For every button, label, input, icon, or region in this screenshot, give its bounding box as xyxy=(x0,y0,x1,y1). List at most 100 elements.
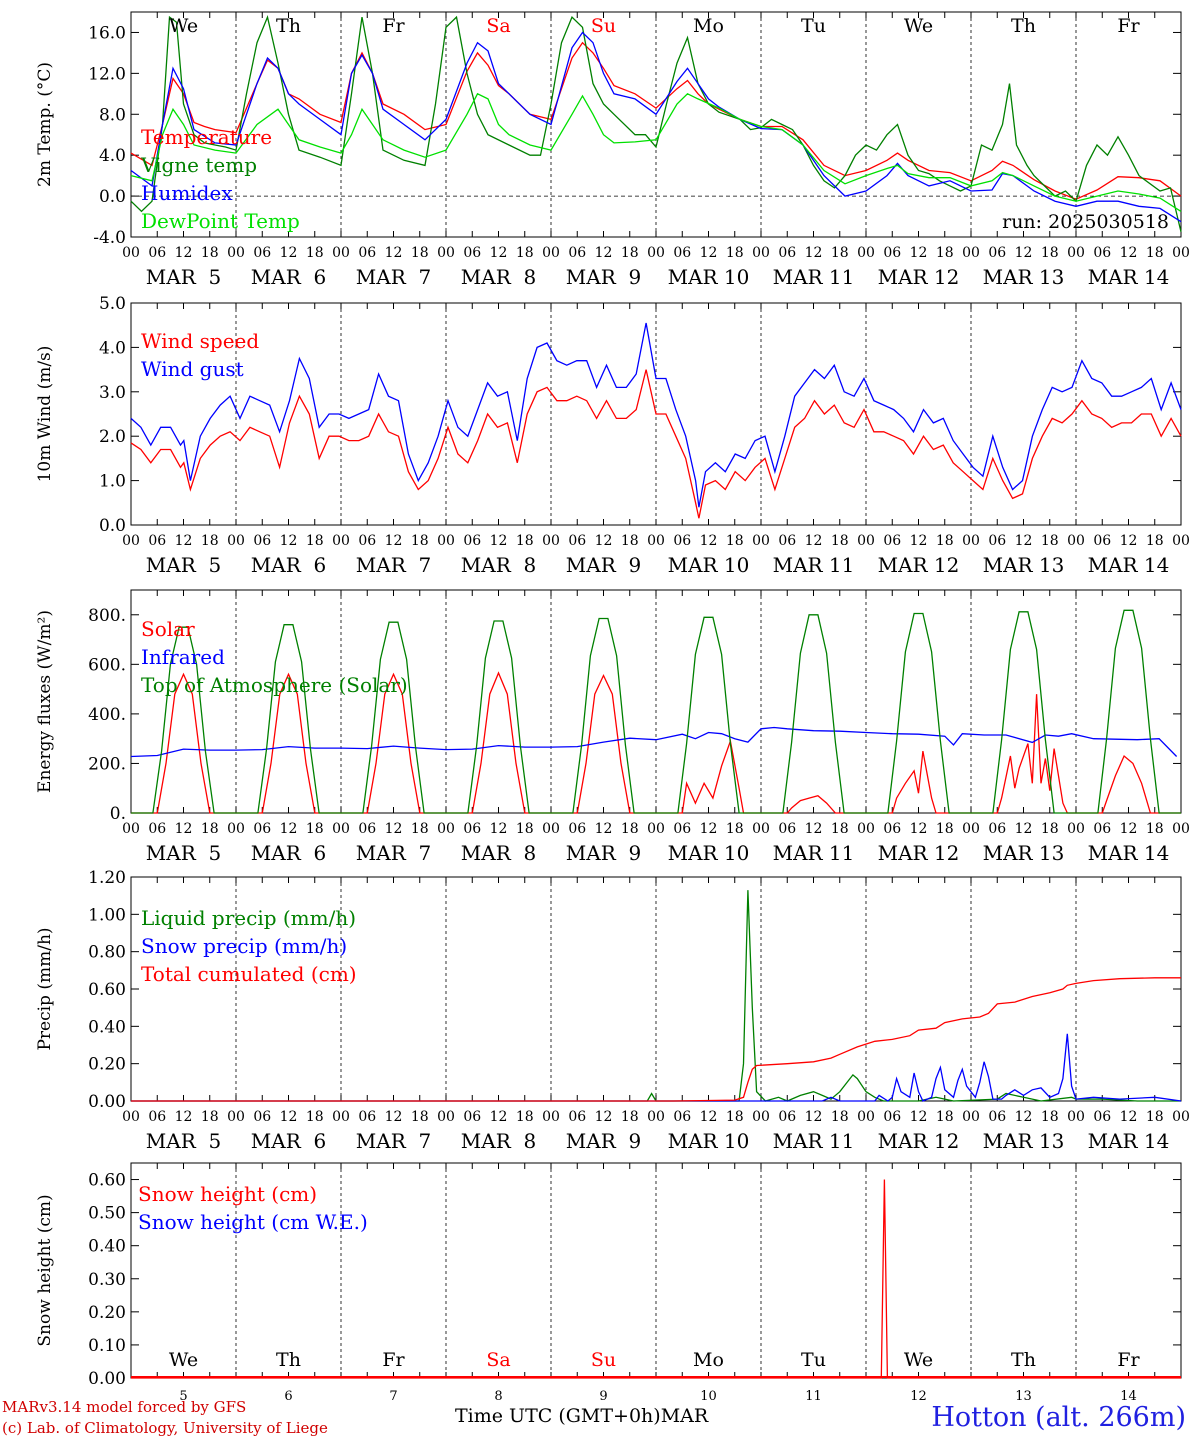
day-name: We xyxy=(904,15,933,37)
series-line-green xyxy=(131,890,1181,1102)
hour-tick-label: 00 xyxy=(1172,821,1190,837)
day-number: 14 xyxy=(1120,1389,1137,1404)
hour-tick-label: 12 xyxy=(805,821,823,837)
model-credit: MARv3.14 model forced by GFS xyxy=(2,1398,247,1416)
day-number: 5 xyxy=(179,1389,187,1404)
y-axis-label: Snow height (cm) xyxy=(35,1194,55,1346)
hour-tick-label: 18 xyxy=(411,533,429,549)
hour-tick-label: 06 xyxy=(253,1109,271,1125)
y-tick-label: 1.0 xyxy=(99,472,126,492)
hour-tick-label: 12 xyxy=(490,821,508,837)
panel-5: 0.00 0.10 0.20 0.30 0.40 0.50 0.60 Snow height … xyxy=(35,1162,1182,1404)
date-label: MAR 13 xyxy=(983,265,1065,289)
legend-blue: Wind gust xyxy=(141,357,244,381)
hour-tick-label: 06 xyxy=(148,533,166,549)
hour-tick-label: 06 xyxy=(253,533,271,549)
hour-tick-label: 18 xyxy=(201,821,219,837)
hour-tick-label: 12 xyxy=(175,245,193,261)
hour-tick-label: 00 xyxy=(332,821,350,837)
date-label: MAR 9 xyxy=(566,265,641,289)
hour-tick-label: 00 xyxy=(227,1109,245,1125)
hour-tick-label: 18 xyxy=(831,1109,849,1125)
y-tick-label: 800. xyxy=(88,606,126,626)
y-tick-label: -4.0 xyxy=(93,228,126,248)
hour-tick-label: 12 xyxy=(280,245,298,261)
date-label: MAR 9 xyxy=(566,1129,641,1153)
hour-tick-label: 00 xyxy=(1172,1109,1190,1125)
hour-tick-label: 18 xyxy=(411,245,429,261)
hour-tick-label: 18 xyxy=(306,1109,324,1125)
hour-tick-label: 06 xyxy=(463,245,481,261)
hour-tick-label: 18 xyxy=(1146,1109,1164,1125)
hour-tick-label: 12 xyxy=(1120,1109,1138,1125)
hour-tick-label: 06 xyxy=(883,1109,901,1125)
y-axis-label: 2m Temp. (°C) xyxy=(35,62,55,187)
hour-tick-label: 18 xyxy=(621,1109,639,1125)
hour-tick-label: 18 xyxy=(726,1109,744,1125)
hour-tick-label: 00 xyxy=(122,1109,140,1125)
y-axis-label: Energy fluxes (W/m²) xyxy=(35,610,55,793)
date-label: MAR 5 xyxy=(146,841,221,865)
legend-lightgreen: DewPoint Temp xyxy=(141,209,300,233)
panel-3: 0. 200. 400. 600. 800. Energy fluxes (W/m²) So… xyxy=(35,589,1190,865)
hour-tick-label: 12 xyxy=(910,821,928,837)
hour-tick-label: 06 xyxy=(463,533,481,549)
date-label: MAR 14 xyxy=(1088,553,1170,577)
y-tick-label: 16.0 xyxy=(88,23,126,43)
day-number: 6 xyxy=(284,1389,292,1404)
y-tick-label: 0. xyxy=(110,804,126,824)
day-name: Fr xyxy=(382,15,405,37)
legend-red: Total cumulated (cm) xyxy=(141,962,357,986)
hour-tick-label: 18 xyxy=(621,821,639,837)
hour-tick-label: 18 xyxy=(726,533,744,549)
day-name: Tu xyxy=(801,1349,826,1371)
hour-tick-label: 00 xyxy=(962,1109,980,1125)
hour-tick-label: 00 xyxy=(1067,245,1085,261)
hour-tick-label: 18 xyxy=(306,821,324,837)
hour-tick-label: 12 xyxy=(1120,533,1138,549)
hour-tick-label: 18 xyxy=(831,245,849,261)
hour-tick-label: 18 xyxy=(516,821,534,837)
day-name: Th xyxy=(276,15,301,37)
hour-tick-label: 18 xyxy=(936,821,954,837)
hour-tick-label: 00 xyxy=(437,245,455,261)
hour-tick-label: 00 xyxy=(1172,245,1190,261)
day-number: 13 xyxy=(1015,1389,1032,1404)
hour-tick-label: 06 xyxy=(673,821,691,837)
y-tick-label: 12.0 xyxy=(88,64,126,84)
hour-tick-label: 12 xyxy=(490,533,508,549)
hour-tick-label: 00 xyxy=(332,245,350,261)
hour-tick-label: 18 xyxy=(726,245,744,261)
hour-tick-label: 18 xyxy=(831,533,849,549)
hour-tick-label: 12 xyxy=(175,821,193,837)
hour-tick-label: 00 xyxy=(227,245,245,261)
y-tick-label: 0.20 xyxy=(88,1055,126,1075)
hour-tick-label: 12 xyxy=(1015,1109,1033,1125)
date-label: MAR 13 xyxy=(983,841,1065,865)
y-tick-label: 0.00 xyxy=(88,1369,126,1389)
day-number: 8 xyxy=(494,1389,502,1404)
hour-tick-label: 06 xyxy=(148,245,166,261)
hour-tick-label: 12 xyxy=(805,1109,823,1125)
date-label: MAR 8 xyxy=(461,553,536,577)
hour-tick-label: 00 xyxy=(437,821,455,837)
date-label: MAR 5 xyxy=(146,265,221,289)
hour-tick-label: 12 xyxy=(595,1109,613,1125)
hour-tick-label: 00 xyxy=(1172,533,1190,549)
date-label: MAR 10 xyxy=(668,1129,750,1153)
series-line-red xyxy=(131,977,1181,1102)
date-label: MAR 5 xyxy=(146,553,221,577)
hour-tick-label: 00 xyxy=(542,821,560,837)
series-line-blue xyxy=(130,726,1178,758)
date-label: MAR 5 xyxy=(146,1129,221,1153)
hour-tick-label: 12 xyxy=(280,533,298,549)
hour-tick-label: 06 xyxy=(358,245,376,261)
legend-green: Liquid precip (mm/h) xyxy=(141,906,356,930)
series-line-blue xyxy=(131,1033,1182,1102)
hour-tick-label: 00 xyxy=(752,245,770,261)
panel-2: 0.0 1.0 2.0 3.0 4.0 5.0 10m Wind (m/s) Wind spe… xyxy=(35,294,1190,577)
y-tick-label: 200. xyxy=(88,754,126,774)
run-label: run: 2025030518 xyxy=(1002,211,1169,233)
hour-tick-label: 06 xyxy=(568,821,586,837)
